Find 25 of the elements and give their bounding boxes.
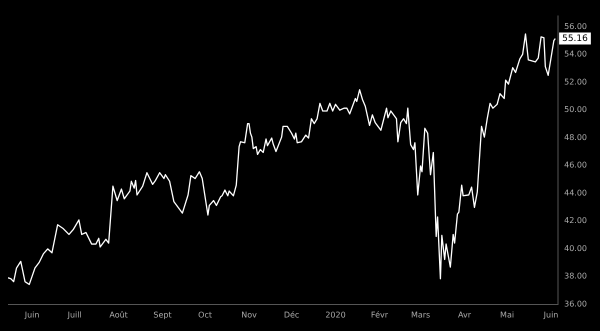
y-tick-label: 46.00 bbox=[564, 160, 588, 170]
y-tick-label: 54.00 bbox=[564, 50, 588, 59]
y-tick-label: 36.00 bbox=[564, 299, 588, 308]
y-tick-label: 56.00 bbox=[564, 22, 588, 31]
y-tick-label: 44.00 bbox=[564, 188, 588, 198]
y-tick-label: 52.00 bbox=[564, 77, 588, 86]
y-tick-label: 40.00 bbox=[564, 244, 588, 253]
y-tick-label: 50.00 bbox=[564, 105, 588, 114]
x-tick-label: Nov bbox=[241, 310, 258, 320]
x-tick-label: Avr bbox=[458, 310, 472, 320]
y-tick-label: 48.00 bbox=[564, 132, 588, 142]
x-tick-label: Juin bbox=[24, 310, 40, 320]
x-tick-label: Août bbox=[109, 310, 128, 320]
y-tick-label: 38.00 bbox=[564, 272, 588, 281]
x-tick-label: Mars bbox=[410, 310, 430, 320]
y-tick-label: 42.00 bbox=[564, 216, 588, 226]
x-tick-label: Oct bbox=[198, 310, 212, 320]
x-tick-label: Févr bbox=[370, 310, 389, 320]
x-tick-label: Mai bbox=[500, 310, 514, 320]
x-tick-label: 2020 bbox=[325, 310, 346, 320]
x-tick-label: Juill bbox=[66, 310, 82, 320]
x-tick-label: Déc bbox=[284, 310, 300, 320]
x-tick-label: Sept bbox=[153, 310, 172, 320]
x-tick-label: Juin bbox=[542, 310, 558, 320]
annotation: 55.16 bbox=[562, 34, 588, 44]
